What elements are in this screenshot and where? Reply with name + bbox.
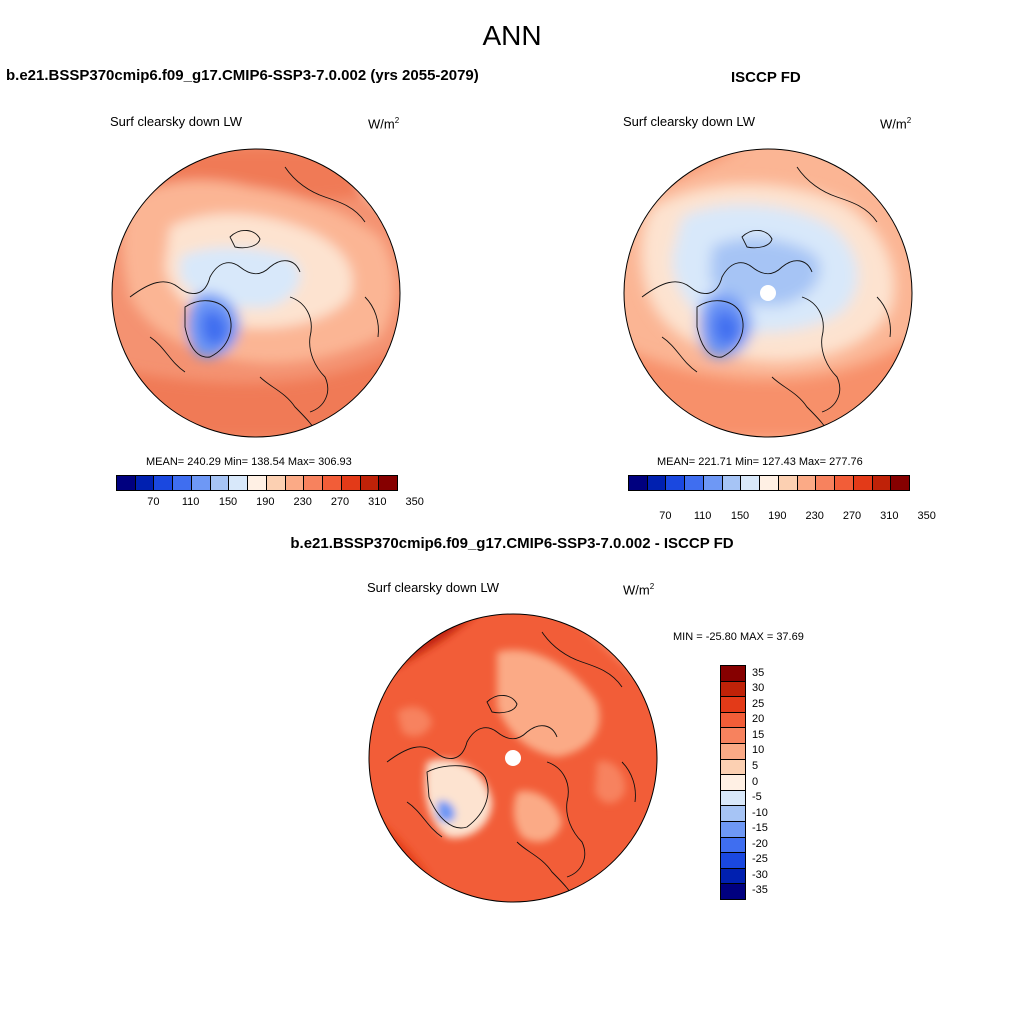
colorbar-swatch [721,728,745,744]
colorbar-tick-label: 110 [181,496,200,508]
colorbar-swatch [721,759,745,776]
panel-3-title: b.e21.BSSP370cmip6.f09_g17.CMIP6-SSP3-7.… [290,535,734,552]
colorbar-swatch [285,476,305,490]
panel-1-variable: Surf clearsky down LW [110,114,242,129]
colorbar-tick-label: 350 [917,510,936,522]
colorbar-swatch [760,476,779,490]
colorbar-swatch [722,476,742,490]
colorbar-swatch [154,476,174,490]
colorbar-tick-label: 30 [752,682,765,695]
colorbar-swatch [721,666,745,682]
colorbar-tick-label: 310 [368,496,387,508]
colorbar-tick-label: 150 [218,496,238,508]
panel-2-colorbar-ticks: 70 110 150 190 230 270 310 350 [628,510,936,524]
colorbar-swatch [666,476,686,490]
colorbar-tick-label: 70 [659,510,672,522]
colorbar-swatch [778,476,798,490]
panel-2-colorbar [628,475,910,491]
colorbar-tick-label: 270 [842,510,862,522]
colorbar-swatch [721,681,745,698]
colorbar-swatch [721,806,745,822]
colorbar-swatch [721,837,745,854]
colorbar-swatch [685,476,704,490]
panel-3-variable: Surf clearsky down LW [367,580,499,595]
colorbar-swatch [721,790,745,807]
colorbar-tick-label: 190 [768,510,787,522]
colorbar-tick-label: 35 [752,666,765,679]
colorbar-tick-label: 25 [752,697,765,710]
colorbar-tick-label: 230 [805,510,824,522]
colorbar-tick-label: 10 [752,744,765,757]
colorbar-tick-label: -20 [752,837,768,850]
panel-1-colorbar [116,475,398,491]
colorbar-swatch [248,476,267,490]
colorbar-swatch [872,476,892,490]
figure-title: ANN [482,20,542,51]
colorbar-tick-label: 0 [752,775,759,788]
panel-1-title: b.e21.BSSP370cmip6.f09_g17.CMIP6-SSP3-7.… [6,67,479,84]
colorbar-swatch [741,476,761,490]
colorbar-tick-label: 230 [293,496,312,508]
colorbar-swatch [304,476,324,490]
panel-3-colorbar-ticks: 35 30 25 20 15 10 5 0 -5 -10 -15 -20 -25 -30 -35 [752,665,792,898]
colorbar-swatch [721,743,745,760]
colorbar-tick-label: -35 [752,884,768,897]
colorbar-tick-label: -25 [752,853,768,866]
panel-2-variable: Surf clearsky down LW [623,114,755,129]
panel-3-stats: MIN = -25.80 MAX = 37.69 [673,631,804,643]
colorbar-swatch [721,775,745,791]
colorbar-tick-label: 110 [693,510,712,522]
colorbar-swatch [891,476,910,490]
colorbar-swatch [797,476,817,490]
colorbar-tick-label: 15 [752,728,765,741]
colorbar-swatch [210,476,230,490]
colorbar-swatch [721,853,745,869]
colorbar-tick-label: 270 [330,496,350,508]
panel-3-polar-map [368,613,658,903]
panel-1-units: W/m2 [368,116,400,132]
panel-3-units: W/m2 [623,582,655,598]
colorbar-tick-label: -5 [752,791,762,804]
panel-2-polar-map [623,148,913,438]
colorbar-tick-label: 70 [147,496,160,508]
colorbar-swatch [323,476,342,490]
colorbar-swatch [721,697,745,713]
colorbar-swatch [647,476,667,490]
colorbar-swatch [721,884,745,899]
colorbar-swatch [341,476,361,490]
colorbar-swatch [816,476,836,490]
colorbar-tick-label: 310 [880,510,899,522]
colorbar-tick-label: 350 [405,496,424,508]
colorbar-swatch [853,476,873,490]
panel-2-units: W/m2 [880,116,912,132]
panel-2-stats: MEAN= 221.71 Min= 127.43 Max= 277.76 [657,456,863,468]
colorbar-swatch [191,476,211,490]
panel-1-colorbar-ticks: 70 110 150 190 230 270 310 350 [116,496,424,510]
panel-2-title: ISCCP FD [731,69,801,86]
colorbar-swatch [173,476,192,490]
colorbar-swatch [117,476,136,490]
panel-1-stats: MEAN= 240.29 Min= 138.54 Max= 306.93 [146,456,352,468]
panel-1-polar-map [111,148,401,438]
colorbar-tick-label: -30 [752,868,768,881]
colorbar-swatch [721,712,745,729]
colorbar-swatch [721,821,745,838]
colorbar-tick-label: -15 [752,822,768,835]
colorbar-swatch [266,476,286,490]
colorbar-tick-label: 150 [730,510,750,522]
colorbar-swatch [629,476,648,490]
colorbar-swatch [703,476,723,490]
colorbar-swatch [379,476,398,490]
colorbar-tick-label: 5 [752,759,759,772]
colorbar-tick-label: -10 [752,806,768,819]
colorbar-swatch [135,476,155,490]
colorbar-swatch [721,868,745,885]
colorbar-swatch [835,476,854,490]
colorbar-tick-label: 190 [256,496,275,508]
colorbar-swatch [360,476,380,490]
panel-3-colorbar [720,665,746,900]
colorbar-tick-label: 20 [752,713,765,726]
colorbar-swatch [229,476,249,490]
